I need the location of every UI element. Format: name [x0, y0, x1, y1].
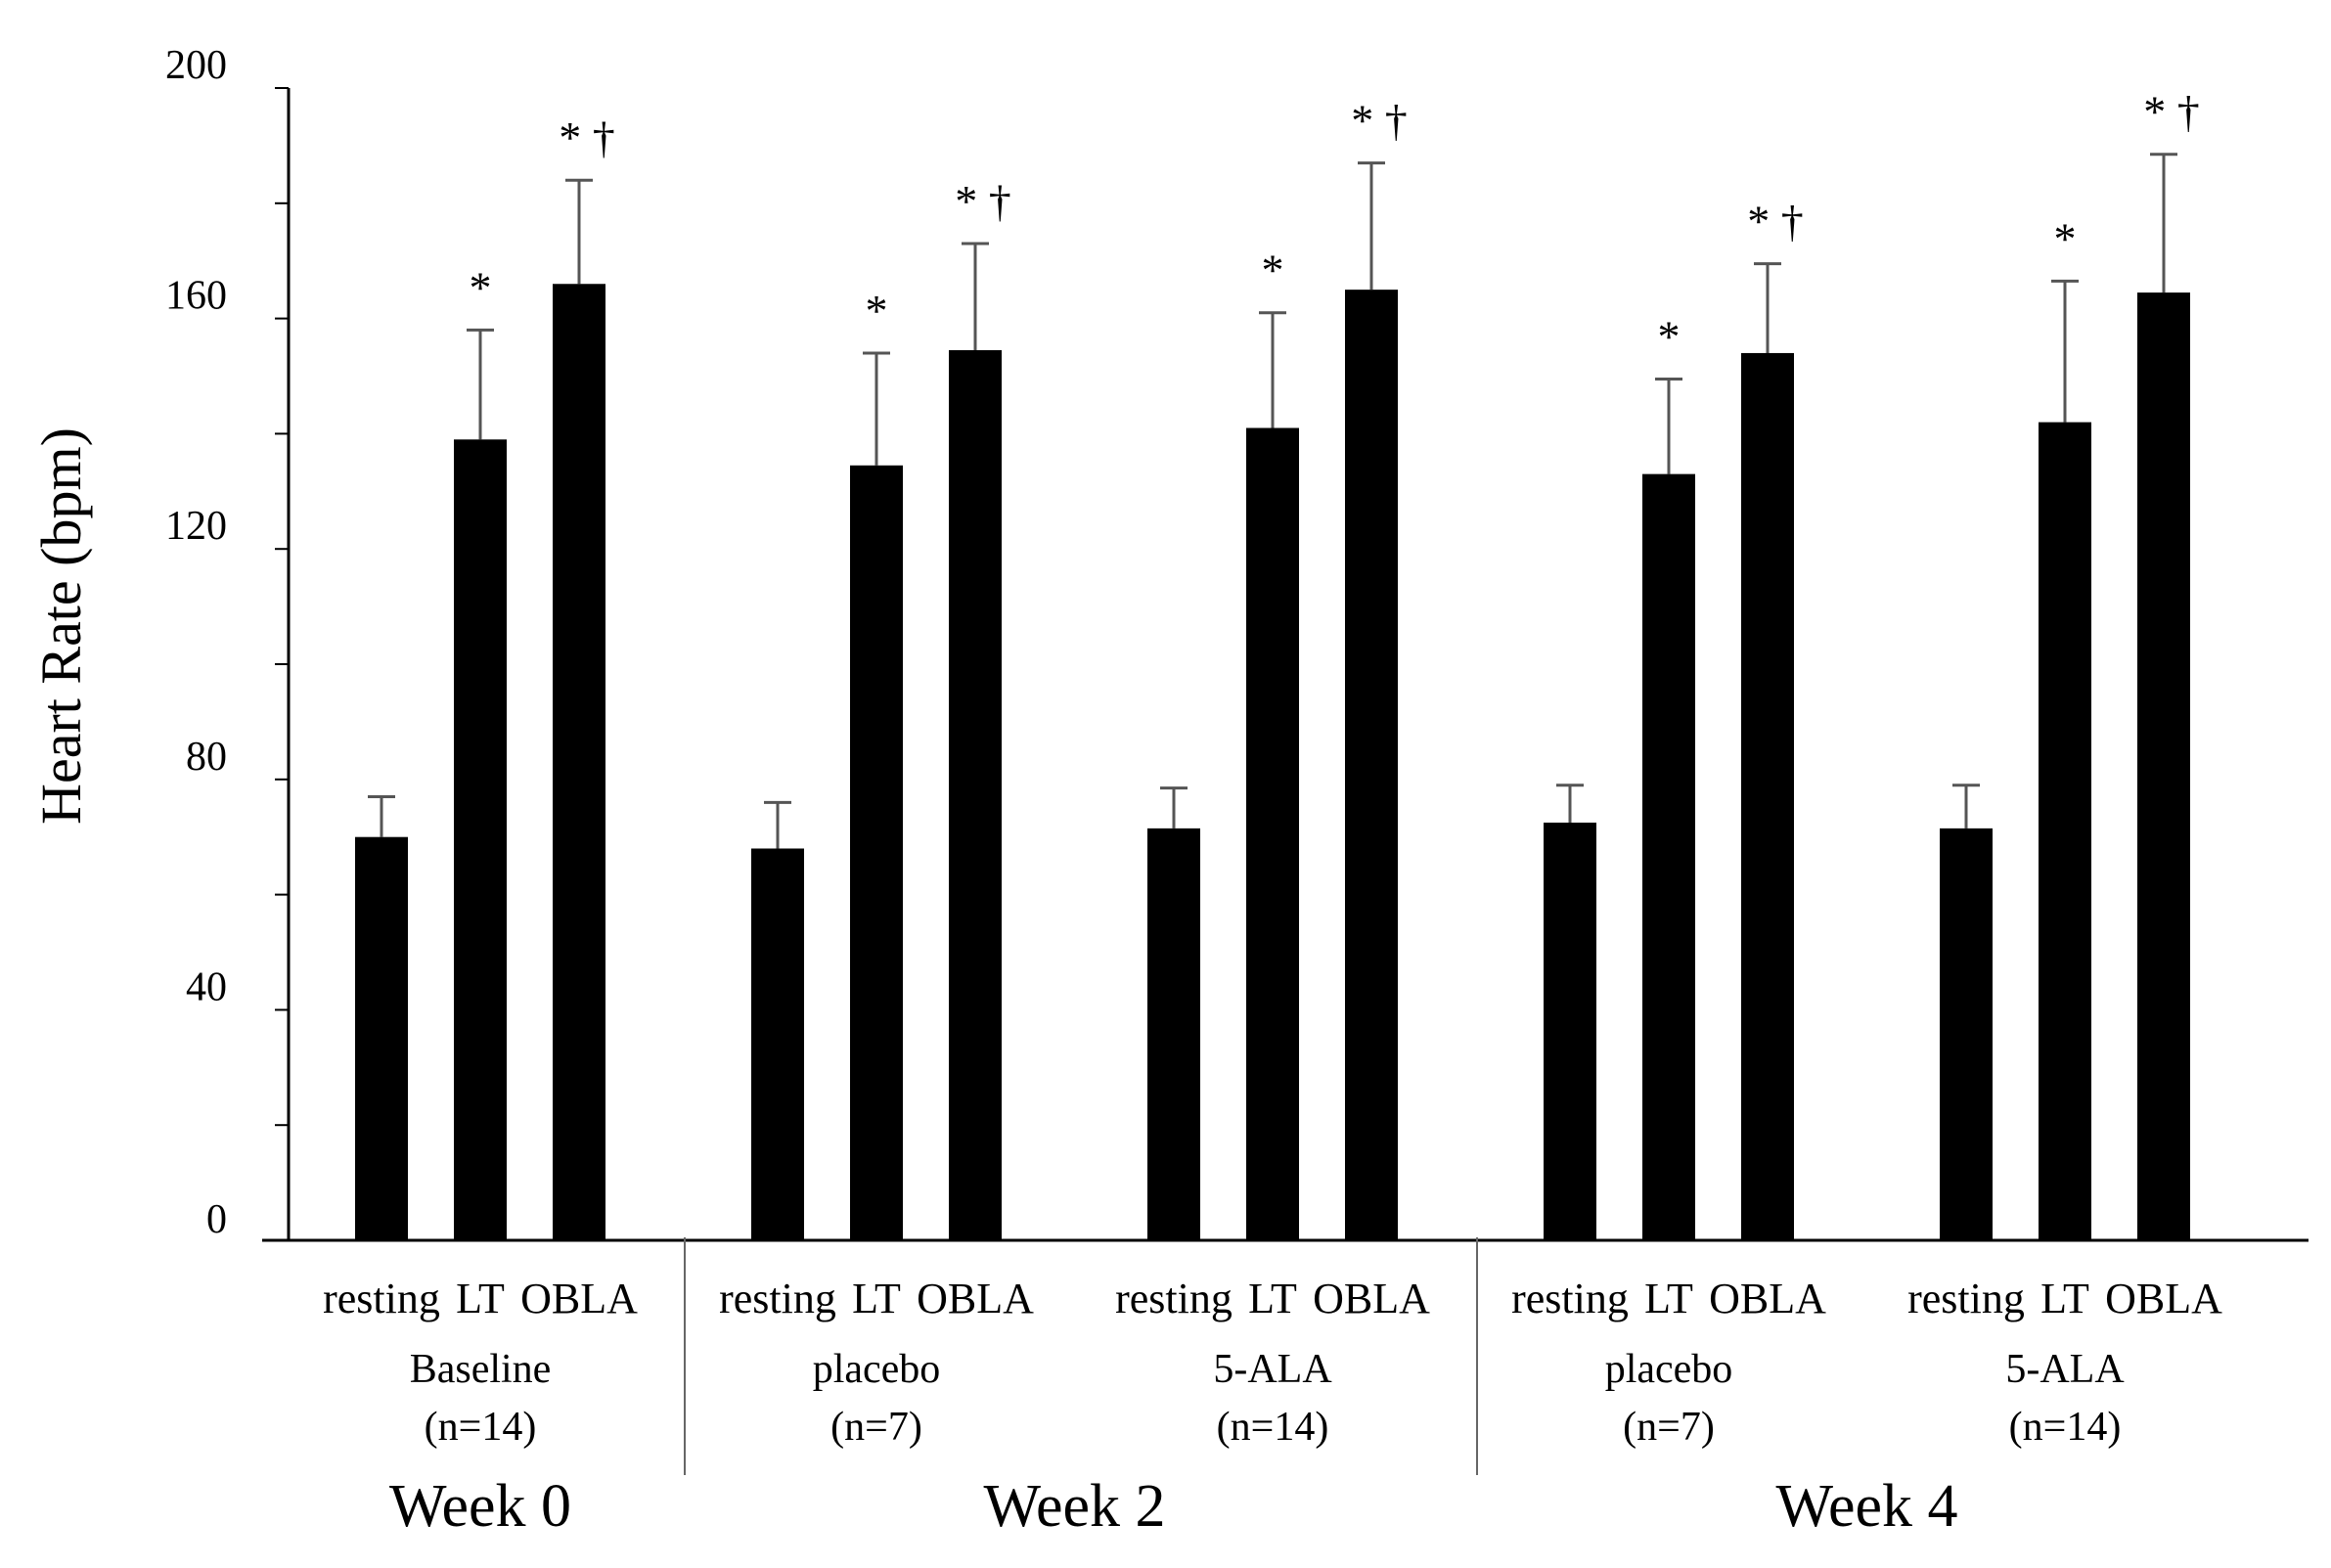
- condition-label: LT: [1644, 1275, 1693, 1322]
- significance-marker: *: [1658, 311, 1681, 361]
- significance-marker: *: [1262, 246, 1284, 295]
- bar-placebo-lt: [1642, 473, 1695, 1240]
- significance-marker: * †: [2143, 87, 2200, 137]
- bar-baseline-lt: [454, 439, 507, 1240]
- group-name-label: Baseline: [410, 1347, 552, 1392]
- y-tick-label: 160: [165, 274, 227, 319]
- group-name-label: placebo: [813, 1347, 941, 1392]
- bar-5-ala-lt: [2039, 422, 2091, 1240]
- significance-marker: * †: [1747, 197, 1804, 246]
- significance-marker: * †: [1351, 96, 1408, 146]
- condition-label: OBLA: [917, 1275, 1034, 1322]
- y-tick-label: 120: [165, 504, 227, 549]
- week-label: Week 4: [1775, 1473, 1957, 1540]
- bar-5-ala-resting: [1940, 828, 1993, 1240]
- group-n-label: (n=14): [2009, 1405, 2122, 1450]
- significance-marker: * †: [559, 112, 615, 162]
- condition-label: LT: [1248, 1275, 1297, 1322]
- week-label: Week 0: [389, 1473, 571, 1540]
- condition-label: resting: [323, 1275, 440, 1322]
- group-n-label: (n=7): [830, 1405, 922, 1450]
- bar-baseline-obla: [553, 284, 605, 1240]
- condition-label: OBLA: [2105, 1275, 2222, 1322]
- group-name-label: placebo: [1605, 1347, 1733, 1392]
- y-axis-title: Heart Rate (bpm): [29, 427, 93, 825]
- group-n-label: (n=14): [1217, 1405, 1329, 1450]
- group-name-label: 5-ALA: [1213, 1347, 1332, 1392]
- significance-marker: * †: [955, 176, 1011, 226]
- bar-placebo-lt: [850, 465, 903, 1240]
- bar-placebo-resting: [1544, 822, 1596, 1240]
- condition-label: resting: [1511, 1275, 1629, 1322]
- group-n-label: (n=14): [425, 1405, 537, 1450]
- bar-5-ala-obla: [1345, 290, 1398, 1240]
- y-tick-label: 80: [186, 735, 227, 780]
- bar-5-ala-resting: [1147, 828, 1200, 1240]
- bar-placebo-obla: [1741, 352, 1794, 1240]
- condition-label: OBLA: [520, 1275, 638, 1322]
- bar-5-ala-obla: [2137, 292, 2190, 1241]
- condition-label: LT: [852, 1275, 901, 1322]
- condition-label: LT: [456, 1275, 505, 1322]
- y-tick-label: 0: [206, 1197, 227, 1242]
- group-name-label: 5-ALA: [2005, 1347, 2125, 1392]
- significance-marker: *: [866, 286, 888, 336]
- condition-label: OBLA: [1313, 1275, 1430, 1322]
- condition-label: resting: [1907, 1275, 2025, 1322]
- condition-label: OBLA: [1709, 1275, 1826, 1322]
- bar-placebo-obla: [949, 349, 1002, 1240]
- category-labels: resting LT OBLA Baseline (n=14) resting LT OBLA…: [323, 1275, 2222, 1540]
- condition-label: resting: [719, 1275, 836, 1322]
- group-n-label: (n=7): [1623, 1405, 1715, 1450]
- significance-marker: *: [2054, 213, 2077, 263]
- bars: * * † * * † * * † * * † * * †: [355, 87, 2200, 1241]
- y-tick-label: 40: [186, 964, 227, 1009]
- bar-baseline-resting: [355, 836, 408, 1240]
- bar-placebo-resting: [751, 848, 804, 1240]
- condition-label: LT: [2040, 1275, 2089, 1322]
- bar-5-ala-lt: [1246, 427, 1299, 1240]
- week-label: Week 2: [983, 1473, 1165, 1540]
- significance-marker: *: [470, 262, 492, 312]
- y-tick-label: 200: [165, 43, 227, 88]
- condition-label: resting: [1115, 1275, 1233, 1322]
